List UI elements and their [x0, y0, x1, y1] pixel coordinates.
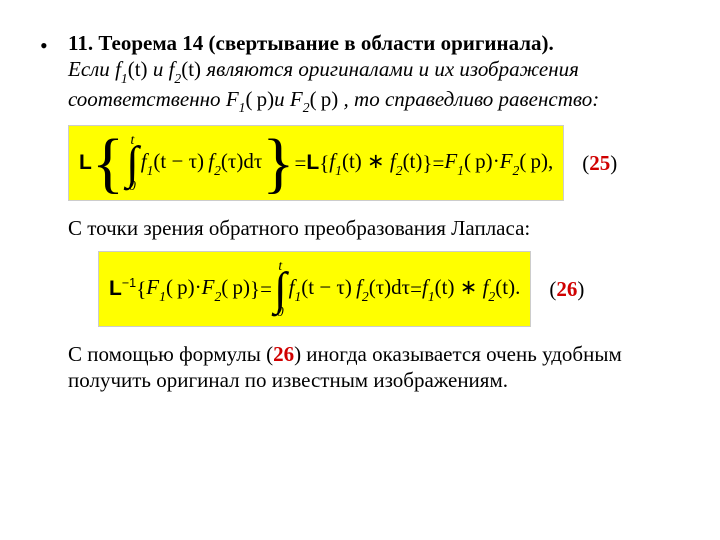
- f2-arg: (t): [181, 57, 201, 81]
- f1-sub: 1: [121, 71, 128, 86]
- F1: F: [226, 87, 239, 111]
- brace-right-2: }: [422, 150, 432, 176]
- brace-right: }: [262, 139, 294, 186]
- equation-26: L−1 { F1( p)·F2( p) } = t ∫ 0 f1(t − τ) …: [98, 251, 531, 327]
- integral: t ∫ 0: [126, 133, 139, 193]
- closing-text: С помощью формулы (26) иногда оказываетс…: [68, 341, 680, 394]
- equation-25: L { t ∫ 0 f1(t − τ) f2(τ)dτ } = L { f1(t…: [68, 125, 564, 201]
- eq26-num: 26: [556, 277, 577, 301]
- int-lower: 0: [129, 179, 136, 193]
- integral-sign: ∫: [126, 147, 139, 179]
- integrand: f1(t − τ) f2(τ)dτ: [141, 148, 263, 177]
- F2-sub: 2: [303, 100, 310, 115]
- equals-2: =: [432, 150, 444, 176]
- F2: F: [290, 87, 303, 111]
- L-operator: L: [79, 150, 92, 176]
- equation-26-row: L−1 { F1( p)·F2( p) } = t ∫ 0 f1(t − τ) …: [68, 251, 680, 327]
- f1-arg: (t): [128, 57, 148, 81]
- theorem-heading: 11. Теорема 14 (свертывание в области ор…: [68, 30, 680, 56]
- brace-left: {: [136, 276, 146, 302]
- intro-t2: и: [148, 57, 169, 81]
- brace-right: }: [250, 276, 260, 302]
- F2-arg: ( p): [310, 87, 339, 111]
- theorem-intro: Если f1(t) и f2(t) являются оригиналами …: [68, 56, 680, 115]
- heading-num: 11.: [68, 31, 93, 55]
- F1-sub: 1: [239, 100, 246, 115]
- heading-title: Теорема 14 (свертывание в области оригин…: [98, 31, 553, 55]
- result: F1( p)·F2( p),: [444, 148, 553, 177]
- integral: t ∫ 0: [274, 259, 287, 319]
- intro-t1: Если: [68, 57, 115, 81]
- integrand: f1(t − τ) f2(τ)dτ: [289, 274, 411, 303]
- eq26-number: (26): [549, 276, 584, 302]
- slide-text: • 11. Теорема 14 (свертывание в области …: [40, 30, 680, 402]
- L-inv-operator: L−1: [109, 276, 136, 302]
- intro-t5: , то справедливо равенство:: [338, 87, 599, 111]
- brace-left: {: [92, 139, 124, 186]
- equation-25-row: L { t ∫ 0 f1(t − τ) f2(τ)dτ } = L { f1(t…: [68, 125, 680, 201]
- integral-sign: ∫: [274, 273, 287, 305]
- arg: F1( p)·F2( p): [146, 274, 250, 303]
- convolution: f1(t) ∗ f2(t): [329, 148, 422, 177]
- mid-text: С точки зрения обратного преобразования …: [68, 215, 680, 241]
- brace-left-2: {: [319, 150, 329, 176]
- closing-num: 26: [273, 342, 294, 366]
- equals: =: [295, 150, 307, 176]
- L-operator-2: L: [306, 150, 319, 176]
- closing-a: С помощью формулы (: [68, 342, 273, 366]
- F1-arg: ( p): [245, 87, 274, 111]
- intro-t4: и: [274, 87, 290, 111]
- int-lower: 0: [277, 305, 284, 319]
- eq25-number: (25): [582, 150, 617, 176]
- bullet: •: [40, 30, 68, 402]
- convolution: f1(t) ∗ f2(t).: [422, 274, 520, 303]
- equals-2: =: [410, 276, 422, 302]
- equals: =: [260, 276, 272, 302]
- eq25-num: 25: [589, 151, 610, 175]
- f2-sub: 2: [174, 71, 181, 86]
- content: 11. Теорема 14 (свертывание в области ор…: [68, 30, 680, 402]
